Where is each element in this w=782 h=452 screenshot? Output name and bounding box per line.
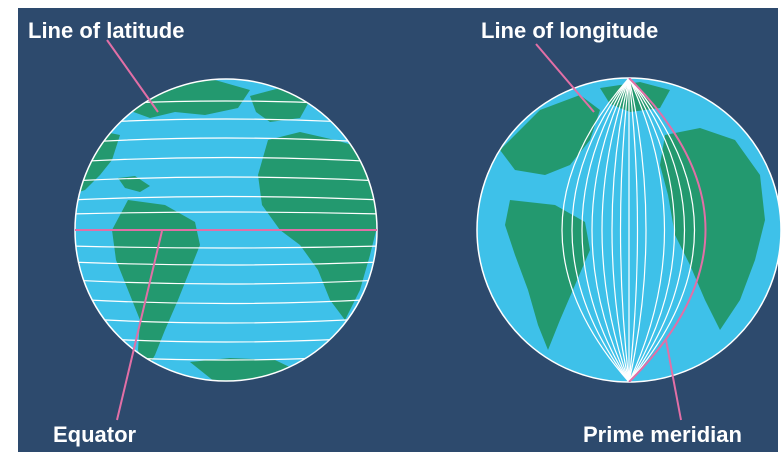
south-america-shape	[505, 200, 590, 350]
latitude-leader-line	[106, 39, 159, 113]
latitude-label: Line of latitude	[28, 18, 185, 43]
prime-meridian-leader-line	[665, 339, 682, 421]
africa-shape	[258, 132, 377, 320]
longitude-lines	[561, 78, 696, 382]
north-america-shape	[500, 95, 600, 175]
longitude-label: Line of longitude	[481, 18, 659, 43]
prime-meridian-label: Prime meridian	[583, 422, 742, 447]
equator-leader-line	[116, 230, 163, 421]
africa-shape	[660, 128, 765, 330]
prime-meridian-line	[628, 78, 707, 382]
equator-label: Equator	[53, 422, 137, 447]
latitude-globe	[74, 39, 378, 421]
caribbean-shape	[118, 176, 150, 192]
south-america-shape	[112, 200, 200, 372]
longitude-leader-line	[535, 43, 595, 113]
longitude-globe	[476, 43, 782, 421]
